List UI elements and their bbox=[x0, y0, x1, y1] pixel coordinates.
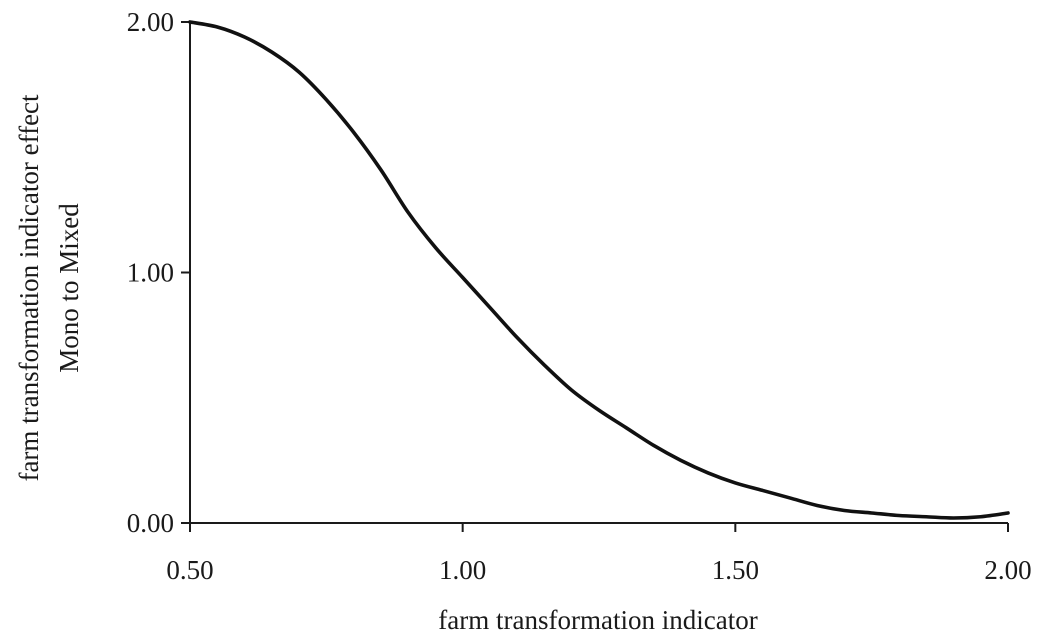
y-tick-label: 1.00 bbox=[127, 258, 174, 288]
x-axis-title: farm transformation indicator bbox=[438, 605, 757, 635]
y-tick-label: 0.00 bbox=[127, 508, 174, 538]
series-layer bbox=[188, 20, 1010, 520]
series-line-0 bbox=[188, 20, 1010, 520]
y-axis-title-line-2: Mono to Mixed bbox=[54, 203, 84, 373]
x-axis-ticks: 0.50 1.00 1.50 2.00 bbox=[166, 523, 1032, 585]
y-axis-ticks: 0.00 1.00 2.00 bbox=[127, 7, 190, 538]
y-axis-title-line-1: farm transformation indicator effect bbox=[14, 94, 44, 482]
x-tick-label: 1.00 bbox=[439, 555, 486, 585]
x-tick-label: 0.50 bbox=[166, 555, 213, 585]
y-axis-title-group: farm transformation indicator effect Mon… bbox=[14, 94, 84, 482]
x-tick-label: 2.00 bbox=[984, 555, 1031, 585]
x-tick-label: 1.50 bbox=[712, 555, 759, 585]
y-tick-label: 2.00 bbox=[127, 7, 174, 37]
